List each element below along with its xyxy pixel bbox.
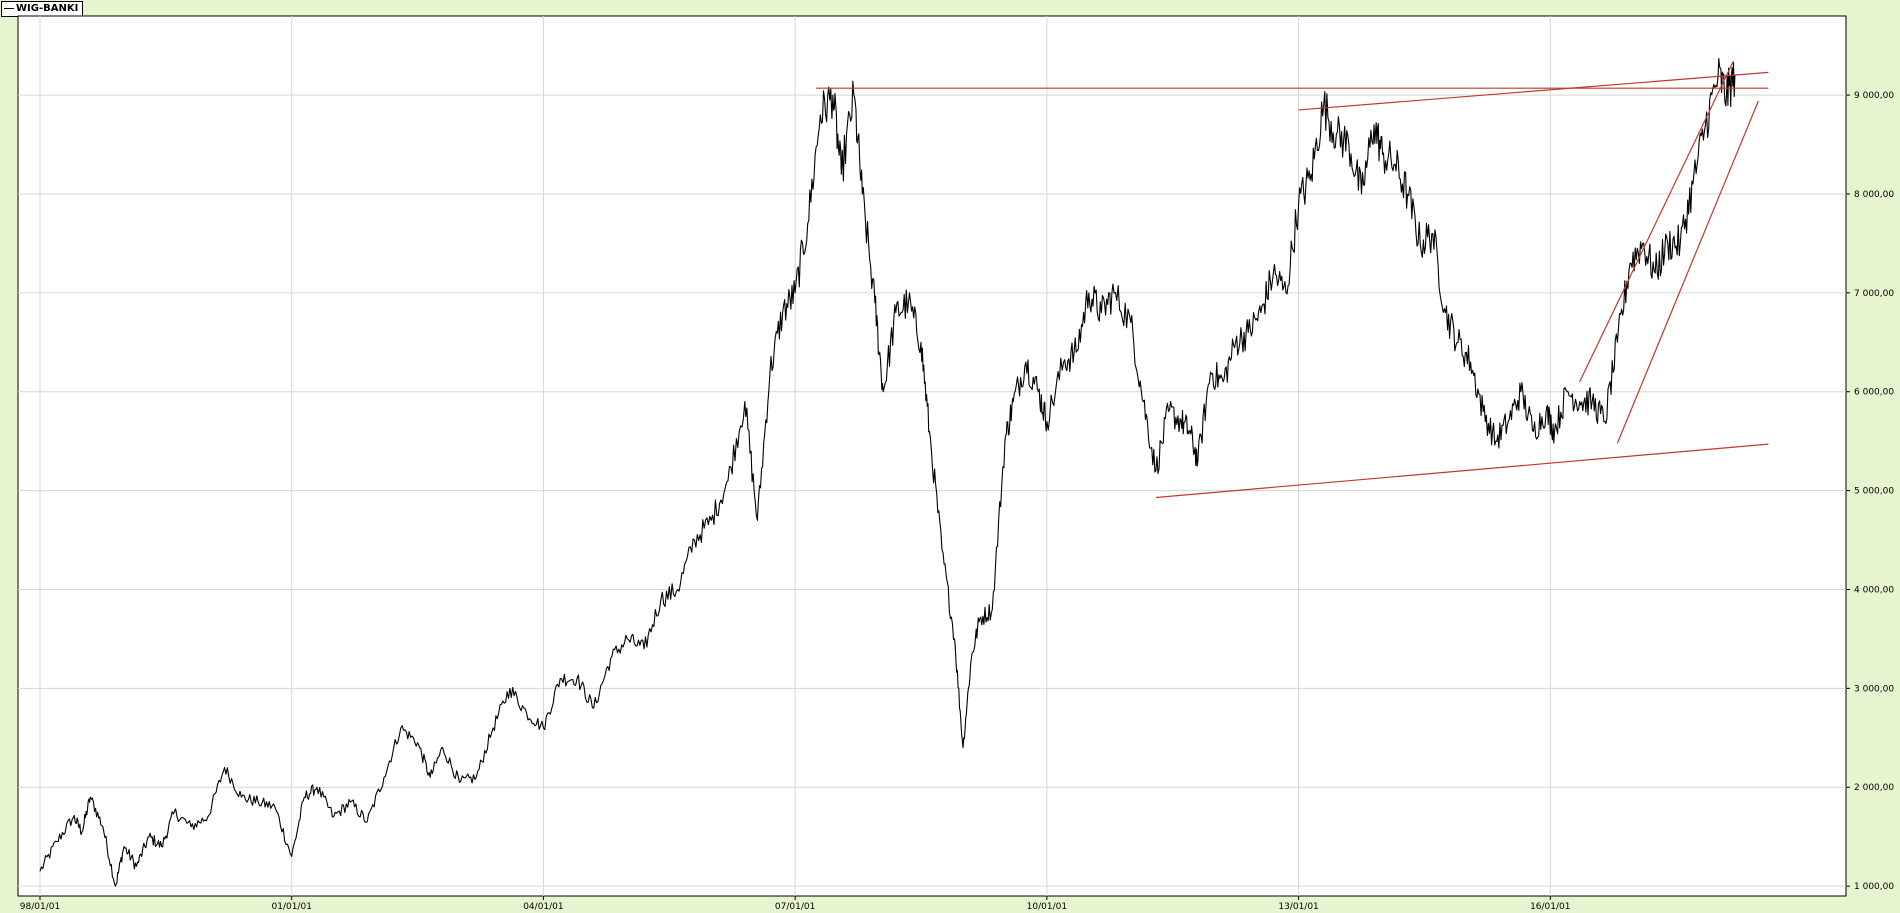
y-tick-label: 2 000,00 [1854,783,1894,793]
y-tick-label: 1 000,00 [1854,882,1894,892]
x-tick-label: 07/01/01 [775,902,815,912]
y-tick-label: 3 000,00 [1854,684,1894,694]
y-tick-label: 4 000,00 [1854,585,1894,595]
grid [18,16,1846,896]
trendline-5 [1616,100,1759,444]
legend-label: WIG-BANKI [16,3,79,14]
trendline-4 [1579,61,1734,383]
x-axis: 98/01/01 01/01/01 04/01/01 07/01/01 10/01/01… [20,896,1570,912]
trendline-2 [1298,71,1769,111]
trendlines [816,61,1769,499]
y-tick-label: 8 000,00 [1854,190,1894,200]
legend-line-swatch [4,7,14,9]
y-tick-label: 7 000,00 [1854,289,1894,299]
x-tick-label: 16/01/01 [1530,902,1570,912]
series-line-wig-banki [39,57,1736,887]
x-tick-label: 10/01/01 [1027,902,1067,912]
x-tick-label: 98/01/01 [20,902,60,912]
x-tick-label: 13/01/01 [1278,902,1318,912]
y-axis: 1 000,00 2 000,00 3 000,00 4 000,00 5 000,00… [1846,91,1894,892]
series-layer [39,57,1736,887]
y-tick-label: 9 000,00 [1854,91,1894,101]
y-tick-label: 6 000,00 [1854,388,1894,398]
x-tick-label: 01/01/01 [272,902,312,912]
x-tick-label: 04/01/01 [523,902,563,912]
y-tick-label: 5 000,00 [1854,487,1894,497]
trendline-3 [1155,443,1769,499]
